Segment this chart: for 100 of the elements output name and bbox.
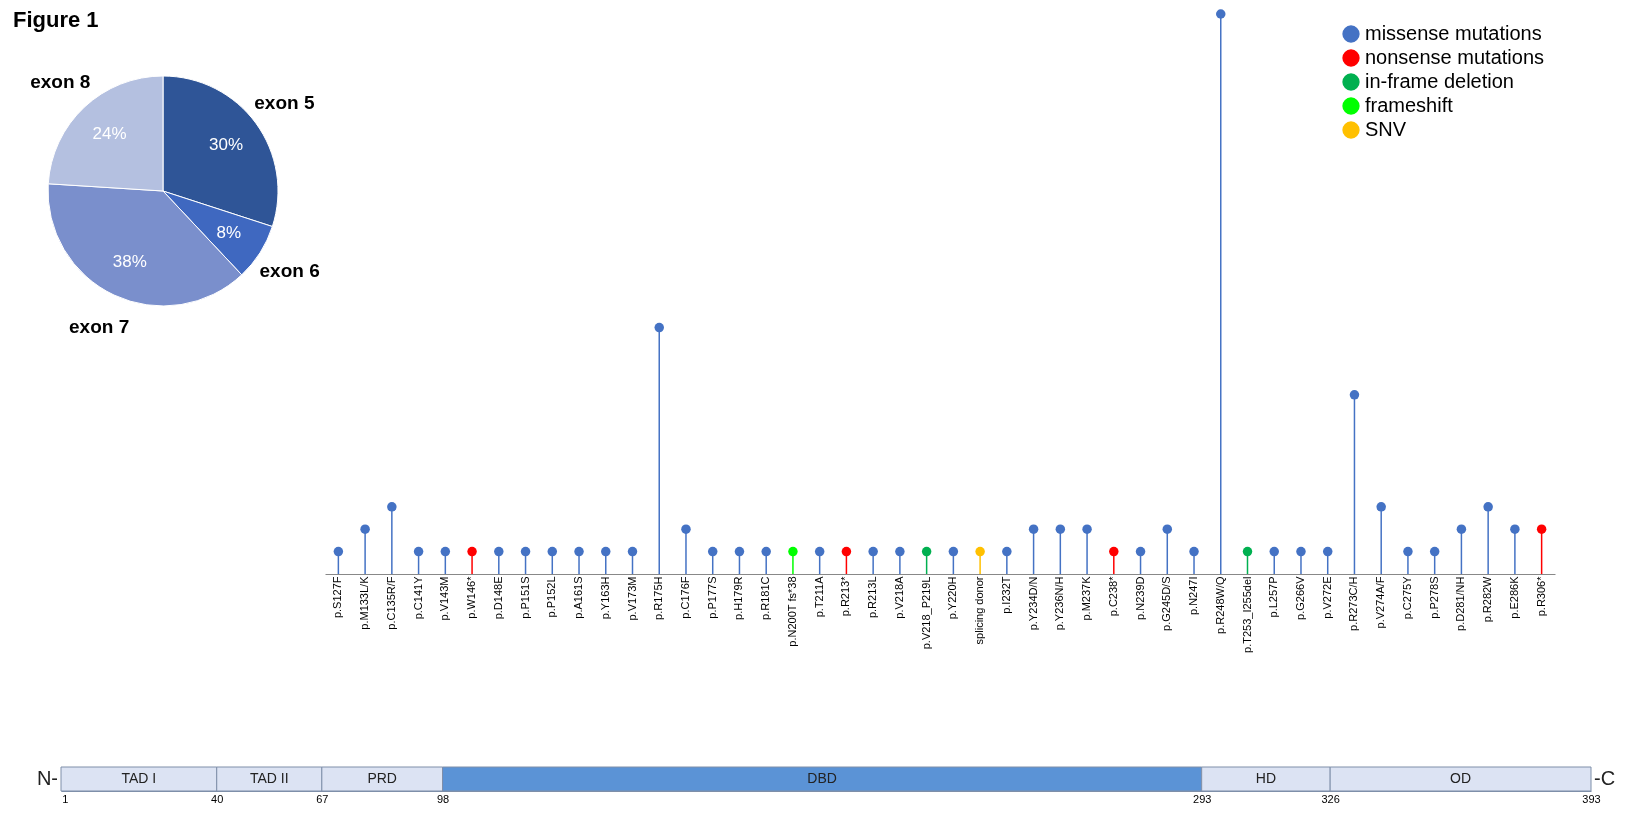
x-tick-label: p.C238* — [1106, 575, 1119, 617]
text: N- — [36, 767, 58, 789]
point — [1429, 546, 1440, 557]
x-tick-label: p.V218A — [892, 575, 905, 619]
x-tick-label: p.N247I — [1187, 576, 1200, 616]
point — [1296, 546, 1306, 557]
x-tick-label: p.Y163H — [598, 576, 611, 620]
point — [547, 546, 558, 557]
x-tick-label: p.V173M — [625, 576, 638, 621]
x-tick-label: p.R306* — [1534, 575, 1547, 617]
point — [654, 322, 664, 333]
x-tick-label: p.H179R — [732, 576, 745, 620]
point — [761, 546, 771, 557]
point — [1135, 546, 1146, 557]
x-tick-label: p.R181C — [759, 576, 772, 620]
point — [841, 546, 852, 557]
x-tick-label: p.A161S — [572, 576, 585, 619]
point — [975, 546, 985, 557]
x-tick-label: p.C135R/F — [384, 576, 397, 630]
x-tick-label: 326 — [1321, 792, 1340, 805]
x-tick-label: p.V272E — [1320, 576, 1333, 619]
point — [788, 546, 798, 557]
x-tick-label: p.N200T fs*38 — [785, 576, 798, 647]
series-label: OD — [1450, 770, 1472, 786]
point — [440, 546, 451, 557]
data-label: 30% — [209, 135, 244, 155]
x-tick-label: splicing donor — [973, 576, 986, 645]
slice-label: exon 8 — [30, 70, 91, 92]
x-tick-label: p.R213* — [839, 575, 852, 617]
x-tick-label: p.R213L — [866, 576, 879, 619]
point — [520, 546, 531, 557]
x-tick-label: 67 — [316, 792, 329, 805]
x-tick-label: p.M133L/K — [358, 575, 371, 630]
x-tick-label: p.E286K — [1507, 575, 1520, 619]
point — [734, 546, 745, 557]
point — [1456, 524, 1467, 534]
x-tick-label: 40 — [211, 792, 224, 805]
point — [948, 546, 959, 557]
point — [1189, 546, 1199, 557]
series-label: TAD II — [249, 770, 289, 786]
series-label: DBD — [807, 770, 837, 786]
x-tick-label: p.S127F — [331, 576, 344, 619]
x-tick-label: p.C176F — [678, 576, 691, 619]
x-tick-label: p.V274A/F — [1374, 576, 1387, 629]
point — [1349, 390, 1360, 400]
x-tick-label: p.I232T — [999, 576, 1012, 614]
x-tick-label: p.M237K — [1080, 575, 1093, 621]
legend-label: in-frame deletion — [1365, 70, 1514, 92]
point — [1403, 546, 1413, 557]
point — [681, 524, 691, 534]
point — [333, 546, 344, 557]
data-label: 24% — [92, 124, 127, 144]
point — [574, 546, 584, 557]
point — [601, 546, 611, 557]
chart-title: Figure 1 — [13, 7, 99, 32]
point — [1109, 546, 1119, 557]
point — [1510, 524, 1520, 534]
point — [1055, 524, 1066, 534]
point — [868, 546, 878, 557]
point — [921, 546, 932, 557]
x-tick-label: p.V143M — [438, 576, 451, 621]
point — [1269, 546, 1279, 557]
data-label: 38% — [112, 251, 147, 271]
point — [1536, 524, 1547, 534]
slice-label: exon 6 — [259, 260, 320, 282]
point — [1002, 546, 1012, 557]
legend-label: nonsense mutations — [1365, 46, 1545, 68]
point — [1162, 524, 1173, 534]
x-tick-label: p.P152L — [545, 576, 558, 618]
x-tick-label: 293 — [1193, 792, 1212, 805]
series-label: TAD I — [121, 770, 157, 786]
x-tick-label: p.N239D — [1133, 576, 1146, 620]
x-tick-label: p.T253_I255del — [1240, 576, 1253, 653]
x-tick-label: p.R248W/Q — [1213, 576, 1226, 634]
point — [494, 546, 504, 557]
series-label: HD — [1255, 770, 1277, 786]
x-tick-label: p.T211A — [812, 575, 825, 618]
point — [707, 546, 718, 557]
point — [1242, 546, 1253, 557]
data-label: 8% — [216, 222, 242, 242]
series-label: PRD — [367, 770, 397, 786]
point — [1376, 502, 1386, 512]
point — [467, 546, 477, 557]
x-tick-label: 393 — [1582, 792, 1601, 805]
slice-label: exon 7 — [69, 315, 130, 337]
x-tick-label: p.R175H — [652, 576, 665, 620]
x-tick-label: p.W146* — [465, 575, 478, 619]
point — [1082, 524, 1092, 534]
x-tick-label: p.V218_P219L — [919, 576, 932, 650]
x-tick-label: p.G266V — [1293, 575, 1306, 620]
point — [413, 546, 424, 557]
x-tick-label: p.Y234D/N — [1026, 576, 1039, 631]
x-tick-label: p.P151S — [518, 576, 531, 619]
point — [1216, 9, 1226, 19]
point — [1483, 502, 1493, 512]
point — [1322, 546, 1333, 557]
x-tick-label: p.Y236N/H — [1053, 576, 1066, 631]
legend-label: missense mutations — [1365, 22, 1542, 44]
x-tick-label: p.D281/NH — [1454, 576, 1467, 631]
point — [814, 546, 825, 557]
